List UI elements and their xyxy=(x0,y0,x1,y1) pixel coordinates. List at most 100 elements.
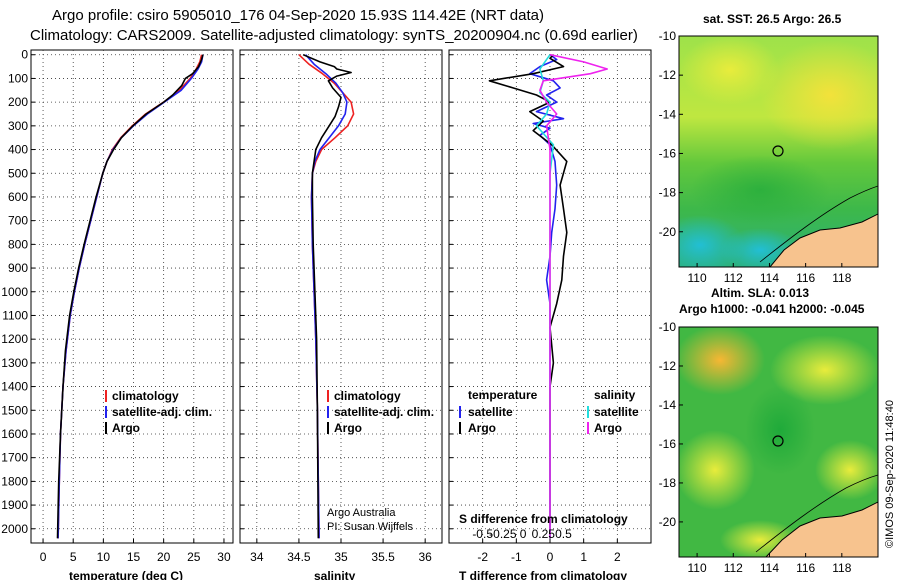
sst-lat-tick-label: -20 xyxy=(659,225,677,239)
sst-warm-patch xyxy=(680,36,780,105)
difference-profile-panel: -2 -1 0 1 2-0.5-0.25 0 0.25 0.5 T difference fr… xyxy=(448,49,652,580)
pressure-tick-label: 400 xyxy=(8,143,28,157)
pressure-tick-label: 200 xyxy=(8,95,28,109)
bathymetry-contour xyxy=(755,474,878,553)
salinity-legend: climatology satellite-adj. clim. Argo xyxy=(327,389,434,435)
salinity-x-tick-label: 34 xyxy=(250,550,264,564)
s-difference-tick-label: 0 xyxy=(520,527,527,541)
pressure-tick-label: 1700 xyxy=(1,451,28,465)
sla-map-subtitle: Argo h1000: -0.041 h2000: -0.045 xyxy=(679,302,865,316)
sst-lat-tick-label: -10 xyxy=(659,29,677,43)
legend-climatology-label: climatology xyxy=(112,389,179,403)
difference-series-salinity-argo xyxy=(539,53,609,539)
sla-lat-tick-label: -16 xyxy=(659,437,677,451)
s-difference-tick-label: -0.5 xyxy=(472,527,493,541)
land-mass xyxy=(765,501,878,557)
temperature-x-tick-label: 30 xyxy=(217,550,231,564)
sla-high-patch xyxy=(815,440,878,500)
sst-lon-tick-label: 114 xyxy=(760,271,779,285)
sst-map: sat. SST: 26.5 Argo: 26.5 110 112 114 116 11… xyxy=(659,12,879,285)
salinity-x-tick-label: 35.5 xyxy=(371,550,395,564)
pressure-tick-label: 1500 xyxy=(1,403,28,417)
temperature-x-tick-label: 0 xyxy=(40,550,47,564)
sst-lon-tick-label: 112 xyxy=(724,271,743,285)
salinity-x-tick-label: 34.5 xyxy=(287,550,311,564)
temperature-series-argo xyxy=(56,54,204,539)
credit-line-1: Argo Australia xyxy=(327,507,396,519)
legend-t-argo-label: Argo xyxy=(468,421,496,435)
difference-x-tick-label: -2 xyxy=(477,550,488,564)
difference-x-tick-label: -1 xyxy=(511,550,522,564)
pressure-tick-label: 500 xyxy=(8,166,28,180)
legend-t-satellite-label: satellite xyxy=(468,405,513,419)
sst-warm-patch xyxy=(760,40,878,150)
sla-map: Altim. SLA: 0.013 Argo h1000: -0.041 h20… xyxy=(659,286,879,575)
temperature-x-tick-label: 5 xyxy=(70,550,77,564)
salinity-series-argo xyxy=(302,53,352,539)
sla-lat-tick-label: -20 xyxy=(659,515,677,529)
sst-lat-tick-label: -18 xyxy=(659,186,677,200)
pressure-tick-label: 1800 xyxy=(1,474,28,488)
imos-timestamp: ©IMOS 09-Sep-2020 11:48:40 xyxy=(884,400,896,548)
legend-climatology-label: climatology xyxy=(334,389,401,403)
temperature-x-tick-label: 15 xyxy=(127,550,141,564)
pressure-tick-label: 100 xyxy=(8,71,28,85)
difference-x-tick-label: 0 xyxy=(547,550,554,564)
s-difference-tick-label: 0.25 xyxy=(532,527,556,541)
sst-lon-tick-label: 116 xyxy=(796,271,815,285)
sla-lon-tick-label: 112 xyxy=(724,561,743,575)
legend-salinity-heading: salinity xyxy=(594,388,636,402)
s-difference-tick-label: 0.5 xyxy=(555,527,572,541)
difference-x-tick-label: 2 xyxy=(614,550,621,564)
figure-title-line-2: Climatology: CARS2009. Satellite-adjuste… xyxy=(30,27,638,44)
sla-lat-tick-label: -12 xyxy=(659,359,677,373)
temperature-x-tick-label: 20 xyxy=(157,550,171,564)
legend-s-argo-label: Argo xyxy=(594,421,622,435)
pressure-tick-label: 1600 xyxy=(1,427,28,441)
sla-map-title: Altim. SLA: 0.013 xyxy=(711,286,809,300)
sla-high-patch xyxy=(770,335,878,405)
sst-mid-patch xyxy=(690,155,830,225)
sla-lat-tick-label: -10 xyxy=(659,320,677,334)
salinity-x-tick-label: 35 xyxy=(334,550,348,564)
pressure-tick-label: 700 xyxy=(8,214,28,228)
salinity-x-axis-label: salinity xyxy=(314,569,356,580)
salinity-panel-frame xyxy=(239,49,443,544)
pressure-tick-label: 0 xyxy=(21,48,28,62)
sst-map-title: sat. SST: 26.5 Argo: 26.5 xyxy=(703,12,842,26)
pressure-tick-label: 1200 xyxy=(1,332,28,346)
sla-lat-tick-label: -18 xyxy=(659,476,677,490)
pressure-tick-labels: 0 100 200 300 400 500 600 700 800 900 1000 1100 1200… xyxy=(1,48,28,536)
difference-x-tick-label: 1 xyxy=(580,550,587,564)
s-difference-axis-label: S difference from climatology xyxy=(459,512,628,526)
sst-lon-tick-label: 118 xyxy=(832,271,851,285)
argo-position-marker xyxy=(772,145,784,157)
sst-lat-tick-label: -14 xyxy=(659,107,677,121)
legend-satellite-adj-label: satellite-adj. clim. xyxy=(334,405,434,419)
sst-lat-tick-label: -16 xyxy=(659,146,677,160)
temperature-panel-frame xyxy=(30,49,234,544)
credit-line-2: PI: Susan Wijffels xyxy=(327,521,413,533)
legend-s-satellite-label: satellite xyxy=(594,405,639,419)
temperature-legend: climatology satellite-adj. clim. Argo xyxy=(105,389,212,435)
pressure-tick-label: 600 xyxy=(8,190,28,204)
temperature-x-tick-label: 25 xyxy=(187,550,201,564)
pressure-tick-label: 1000 xyxy=(1,285,28,299)
bathymetry-contour xyxy=(759,185,878,263)
sla-low-patch xyxy=(745,385,815,475)
argo-position-marker xyxy=(772,435,784,447)
sla-map-frame xyxy=(678,326,879,558)
pressure-tick-label: 1900 xyxy=(1,498,28,512)
temperature-x-axis-label: temperature (deg C) xyxy=(69,569,183,580)
legend-temperature-heading: temperature xyxy=(468,388,538,402)
sla-high-patch xyxy=(679,430,755,510)
pressure-tick-label: 1400 xyxy=(1,380,28,394)
legend-argo-label: Argo xyxy=(334,421,362,435)
temperature-profile-panel: 0 5 10 15 20 25 30 temperature (deg C) xyxy=(30,49,234,580)
sla-lat-tick-label: -14 xyxy=(659,398,677,412)
legend-argo-label: Argo xyxy=(112,421,140,435)
sla-high-patch xyxy=(679,327,765,395)
salinity-profile-panel: 34 34.5 35 35.5 36 salinity xyxy=(239,49,443,580)
pressure-tick-label: 1100 xyxy=(2,308,28,322)
